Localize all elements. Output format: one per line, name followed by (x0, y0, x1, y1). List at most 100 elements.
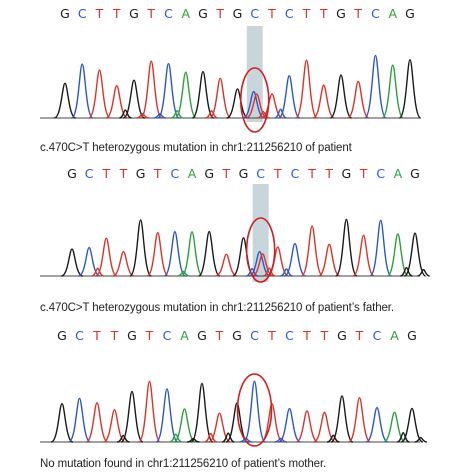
base-letter: C (285, 328, 294, 343)
peak-T (295, 59, 318, 119)
base-letter: T (95, 6, 104, 21)
peak-A (381, 64, 405, 119)
base-letter: T (273, 166, 282, 181)
mutation-site-circle (245, 217, 276, 283)
peak-A (173, 408, 196, 443)
peak-G (226, 88, 249, 119)
peak-G (129, 219, 152, 277)
peak-T-mutation-site (251, 253, 274, 277)
peak-T (139, 60, 163, 119)
base-letter: G (239, 166, 249, 181)
peak-A (383, 411, 406, 443)
peak-C (67, 397, 92, 443)
base-letter: T (324, 166, 333, 181)
base-letter: G (127, 328, 137, 343)
peak-C (163, 231, 187, 277)
base-letter: T (267, 6, 276, 21)
peak-A (174, 71, 198, 119)
base-letter: C (171, 166, 180, 181)
base-letter: C (250, 328, 259, 343)
base-letter: A (188, 166, 197, 181)
base-letter: C (376, 166, 385, 181)
noise-bump (396, 432, 410, 443)
caption-patient: c.470C>T heterozygous mutation in chr1:2… (40, 142, 352, 154)
peak-T (215, 253, 238, 277)
peak-A (386, 233, 410, 277)
peak-G (61, 248, 83, 277)
peak-T (103, 409, 126, 443)
peak-C (78, 246, 101, 277)
base-letter: T (307, 166, 316, 181)
base-letter: T (101, 166, 110, 181)
base-letter: G (57, 328, 67, 343)
peak-G (122, 79, 146, 119)
peak-G (197, 230, 221, 277)
peak-G (190, 382, 214, 443)
peak-C-mutation-site (242, 90, 265, 119)
base-letter: C (373, 328, 382, 343)
peak-G (335, 218, 358, 277)
noise-bump (280, 268, 293, 277)
noise-bump (221, 432, 235, 443)
noise-bump (204, 432, 218, 443)
base-letter: G (60, 6, 70, 21)
base-letter: G (337, 328, 347, 343)
mutation-site-circle (239, 67, 270, 133)
peak-T (352, 234, 375, 277)
peak-C (155, 388, 179, 443)
noise-bump (205, 110, 218, 119)
noise-bump (177, 270, 190, 277)
base-letter: G (405, 6, 415, 21)
peak-T (137, 380, 162, 443)
base-letter: C (256, 166, 265, 181)
noise-bump (170, 110, 184, 119)
noise-bump (414, 436, 427, 443)
base-letter: T (355, 328, 364, 343)
peak-G (398, 58, 422, 119)
base-letter: T (153, 166, 162, 181)
noise-bump (119, 109, 132, 119)
base-letter: T (302, 328, 311, 343)
peak-T (85, 402, 109, 443)
peak-C (278, 407, 301, 443)
peak-C (283, 242, 306, 277)
peak-G (191, 70, 215, 119)
caption-father: c.470C>T heterozygous mutation in chr1:2… (40, 302, 394, 314)
base-letter: T (146, 6, 155, 21)
peak-T (146, 232, 170, 277)
peak-C (157, 62, 180, 119)
base-letter: T (215, 328, 224, 343)
base-letter: T (320, 328, 329, 343)
peak-A (180, 231, 204, 277)
peak-T (88, 69, 111, 119)
peak-T (261, 93, 283, 119)
caption-mother: No mutation found in chr1:211256210 of p… (40, 458, 327, 470)
peak-T (209, 77, 232, 119)
base-letter: A (181, 6, 190, 21)
base-letter: C (164, 6, 173, 21)
base-letter: C (85, 166, 94, 181)
noise-bump (169, 433, 183, 443)
peak-C (365, 406, 389, 443)
base-letter: A (180, 328, 189, 343)
base-letter: C (163, 328, 172, 343)
noise-bump (417, 268, 430, 277)
peak-C (277, 75, 301, 119)
base-letter: C (291, 166, 300, 181)
base-letter: C (250, 6, 259, 21)
base-letter: G (136, 166, 146, 181)
base-letter: A (388, 6, 397, 21)
peak-T (105, 85, 128, 119)
base-letter: T (302, 6, 311, 21)
peak-C (70, 63, 94, 119)
peak-T (208, 412, 231, 443)
base-letter: A (390, 328, 399, 343)
base-letter: T (319, 6, 328, 21)
noise-bump (136, 113, 149, 119)
base-letter: A (394, 166, 403, 181)
peak-T (312, 84, 335, 119)
peak-T (295, 410, 319, 443)
